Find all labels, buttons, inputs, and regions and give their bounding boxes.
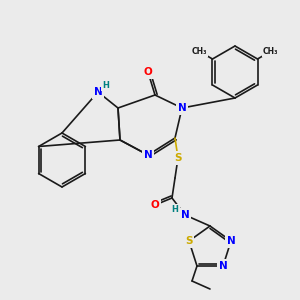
Text: N: N: [226, 236, 236, 246]
Text: N: N: [144, 150, 152, 160]
Text: H: H: [103, 80, 110, 89]
Text: O: O: [144, 67, 152, 77]
Text: N: N: [178, 103, 186, 113]
Text: N: N: [181, 210, 189, 220]
Text: H: H: [172, 206, 178, 214]
Text: N: N: [219, 261, 227, 271]
Text: S: S: [185, 236, 193, 246]
Text: CH₃: CH₃: [192, 47, 207, 56]
Text: S: S: [174, 153, 182, 163]
Text: N: N: [94, 87, 102, 97]
Text: O: O: [151, 200, 159, 210]
Text: CH₃: CH₃: [263, 47, 278, 56]
